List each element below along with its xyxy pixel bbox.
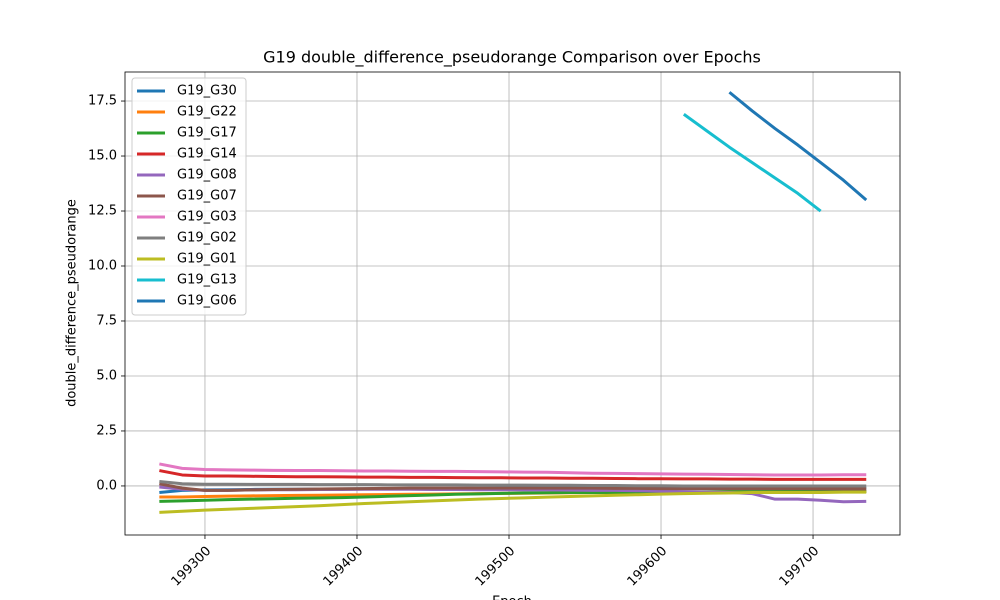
- legend-label: G19_G06: [177, 294, 237, 309]
- series-line: [159, 462, 867, 477]
- legend-label: G19_G30: [177, 84, 237, 99]
- y-tick-label: 0.0: [96, 478, 117, 493]
- legend-label: G19_G03: [177, 210, 237, 225]
- legend-label: G19_G08: [177, 168, 237, 183]
- legend-label: G19_G17: [177, 126, 237, 141]
- legend-box: [131, 77, 247, 316]
- y-tick-label: 2.5: [96, 423, 117, 438]
- y-axis-label: double_difference_pseudorange: [65, 199, 80, 407]
- series-line: [159, 482, 867, 492]
- series-line: [682, 113, 822, 213]
- y-tick-label: 12.5: [88, 204, 117, 219]
- plot-frame: [124, 71, 901, 536]
- y-tick-label: 15.0: [88, 149, 117, 164]
- series-line: [728, 91, 868, 202]
- series-line: [159, 480, 867, 488]
- x-axis-label: Epoch: [492, 595, 532, 600]
- legend-label: G19_G07: [177, 189, 237, 204]
- y-tick-label: 17.5: [88, 94, 117, 109]
- legend-label: G19_G13: [177, 273, 237, 288]
- series-line: [159, 490, 867, 514]
- chart-title: G19 double_difference_pseudorange Compar…: [263, 48, 761, 68]
- series-line: [159, 469, 867, 481]
- y-tick-label: 5.0: [96, 368, 117, 383]
- y-tick-label: 7.5: [96, 313, 117, 328]
- legend-label: G19_G14: [177, 147, 237, 162]
- y-tick-label: 10.0: [88, 258, 117, 273]
- legend-label: G19_G22: [177, 105, 237, 120]
- legend-label: G19_G01: [177, 252, 237, 267]
- legend-label: G19_G02: [177, 231, 237, 246]
